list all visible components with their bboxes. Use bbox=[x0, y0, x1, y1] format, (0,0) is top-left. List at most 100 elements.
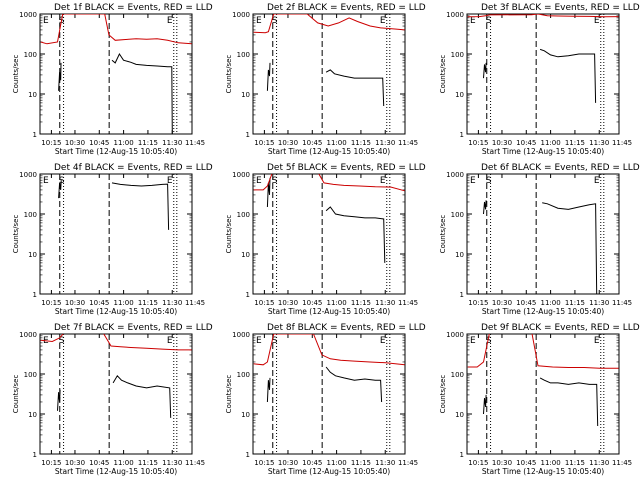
x-axis-label: Start Time (12-Aug-15 10:05:40) bbox=[482, 147, 604, 156]
x-tick-label: 10:45 bbox=[516, 459, 536, 467]
x-tick-label: 11:15 bbox=[565, 459, 585, 467]
y-tick-label: 10 bbox=[455, 411, 464, 419]
y-axis-label: Counts/sec bbox=[439, 215, 447, 254]
x-axis-label: Start Time (12-Aug-15 10:05:40) bbox=[482, 307, 604, 316]
x-tick-label: 10:30 bbox=[278, 459, 298, 467]
x-tick-label: 11:00 bbox=[541, 139, 561, 147]
x-tick-label: 10:15 bbox=[254, 139, 274, 147]
x-tick-label: 10:30 bbox=[278, 139, 298, 147]
start-marker: S bbox=[272, 16, 278, 26]
plot-frame bbox=[39, 333, 193, 455]
x-tick-label: 11:15 bbox=[565, 299, 585, 307]
end-marker: E bbox=[380, 336, 386, 346]
x-tick-label: 11:00 bbox=[327, 139, 347, 147]
x-tick-label: 10:30 bbox=[492, 299, 512, 307]
y-tick-label: 1 bbox=[246, 291, 250, 299]
start-marker: S bbox=[59, 176, 65, 186]
x-tick-label: 11:00 bbox=[327, 459, 347, 467]
y-tick-label: 1000 bbox=[19, 171, 37, 179]
x-tick-label: 10:45 bbox=[89, 139, 109, 147]
x-tick-label: 11:45 bbox=[612, 299, 632, 307]
x-tick-label: 11:30 bbox=[375, 459, 395, 467]
end-marker: E bbox=[167, 176, 173, 186]
x-tick-label: 11:30 bbox=[162, 459, 182, 467]
series-line-events bbox=[57, 374, 172, 418]
x-tick-label: 11:00 bbox=[327, 299, 347, 307]
x-tick-label: 11:45 bbox=[398, 139, 418, 147]
plot-frame bbox=[252, 173, 406, 295]
panel-title: Det 8f BLACK = Events, RED = LLD bbox=[267, 323, 426, 333]
end-marker: E bbox=[470, 336, 476, 346]
x-tick-label: 10:15 bbox=[41, 299, 61, 307]
x-tick-label: 10:15 bbox=[41, 459, 61, 467]
plot-frame bbox=[466, 173, 620, 295]
end-marker: E bbox=[380, 16, 386, 26]
y-tick-label: 1 bbox=[33, 291, 37, 299]
y-axis-label: Counts/sec bbox=[439, 55, 447, 94]
y-axis-label: Counts/sec bbox=[225, 375, 233, 414]
end-marker: E bbox=[380, 176, 386, 186]
y-tick-label: 1 bbox=[460, 291, 464, 299]
series-line-lld bbox=[467, 14, 619, 18]
series-line-events bbox=[483, 48, 597, 103]
x-tick-label: 10:15 bbox=[468, 459, 488, 467]
x-tick-label: 11:15 bbox=[351, 459, 371, 467]
series-line-lld bbox=[40, 14, 192, 45]
y-tick-label: 1000 bbox=[19, 331, 37, 339]
x-tick-label: 11:30 bbox=[589, 299, 609, 307]
panel-7: Det 7f BLACK = Events, RED = LLD 1 10 100 10… bbox=[12, 323, 213, 476]
x-tick-label: 10:15 bbox=[468, 139, 488, 147]
panel-1: Det 1f BLACK = Events, RED = LLD 1 10 100 10… bbox=[12, 3, 213, 156]
start-marker: S bbox=[486, 16, 492, 26]
x-tick-label: 10:30 bbox=[65, 299, 85, 307]
x-tick-label: 10:30 bbox=[65, 139, 85, 147]
x-tick-label: 10:45 bbox=[516, 299, 536, 307]
plot-frame bbox=[39, 13, 193, 135]
y-tick-label: 10 bbox=[28, 251, 37, 259]
x-tick-label: 10:30 bbox=[492, 459, 512, 467]
x-axis-label: Start Time (12-Aug-15 10:05:40) bbox=[482, 467, 604, 476]
end-marker: E bbox=[43, 16, 49, 26]
x-tick-label: 10:30 bbox=[278, 299, 298, 307]
start-marker: S bbox=[59, 336, 65, 346]
panel-title: Det 2f BLACK = Events, RED = LLD bbox=[267, 3, 426, 13]
x-tick-label: 11:45 bbox=[185, 459, 205, 467]
end-marker: E bbox=[470, 16, 476, 26]
y-tick-label: 1 bbox=[33, 131, 37, 139]
x-tick-label: 11:30 bbox=[162, 139, 182, 147]
y-tick-label: 10 bbox=[455, 91, 464, 99]
y-axis-label: Counts/sec bbox=[225, 55, 233, 94]
x-axis-label: Start Time (12-Aug-15 10:05:40) bbox=[55, 467, 177, 476]
series-line-events bbox=[266, 62, 385, 107]
x-tick-label: 11:30 bbox=[162, 299, 182, 307]
start-marker: S bbox=[272, 176, 278, 186]
x-tick-label: 11:45 bbox=[185, 139, 205, 147]
panel-6: Det 6f BLACK = Events, RED = LLD 1 10 100 10… bbox=[439, 163, 640, 316]
x-tick-label: 10:45 bbox=[89, 299, 109, 307]
x-tick-label: 11:15 bbox=[565, 139, 585, 147]
y-tick-label: 100 bbox=[24, 51, 37, 59]
start-marker: S bbox=[486, 336, 492, 346]
y-tick-label: 1000 bbox=[232, 171, 250, 179]
y-tick-label: 1000 bbox=[446, 331, 464, 339]
end-marker: E bbox=[167, 16, 173, 26]
series-line-lld bbox=[253, 14, 405, 34]
x-tick-label: 10:15 bbox=[254, 299, 274, 307]
series-line-lld bbox=[253, 174, 405, 192]
x-tick-label: 11:00 bbox=[114, 459, 134, 467]
x-tick-label: 11:30 bbox=[589, 459, 609, 467]
y-tick-label: 10 bbox=[241, 91, 250, 99]
x-axis-label: Start Time (12-Aug-15 10:05:40) bbox=[268, 467, 390, 476]
y-axis-label: Counts/sec bbox=[439, 375, 447, 414]
y-tick-label: 1 bbox=[460, 131, 464, 139]
series-line-lld bbox=[467, 334, 619, 369]
x-tick-label: 11:45 bbox=[612, 459, 632, 467]
x-tick-label: 11:45 bbox=[185, 299, 205, 307]
plot-frame bbox=[252, 333, 406, 455]
series-line-lld bbox=[40, 334, 192, 351]
series-line-events bbox=[266, 366, 383, 403]
y-tick-label: 10 bbox=[241, 411, 250, 419]
x-axis-label: Start Time (12-Aug-15 10:05:40) bbox=[55, 307, 177, 316]
end-marker: E bbox=[256, 16, 262, 26]
panel-2: Det 2f BLACK = Events, RED = LLD 1 10 100 10… bbox=[225, 3, 426, 156]
